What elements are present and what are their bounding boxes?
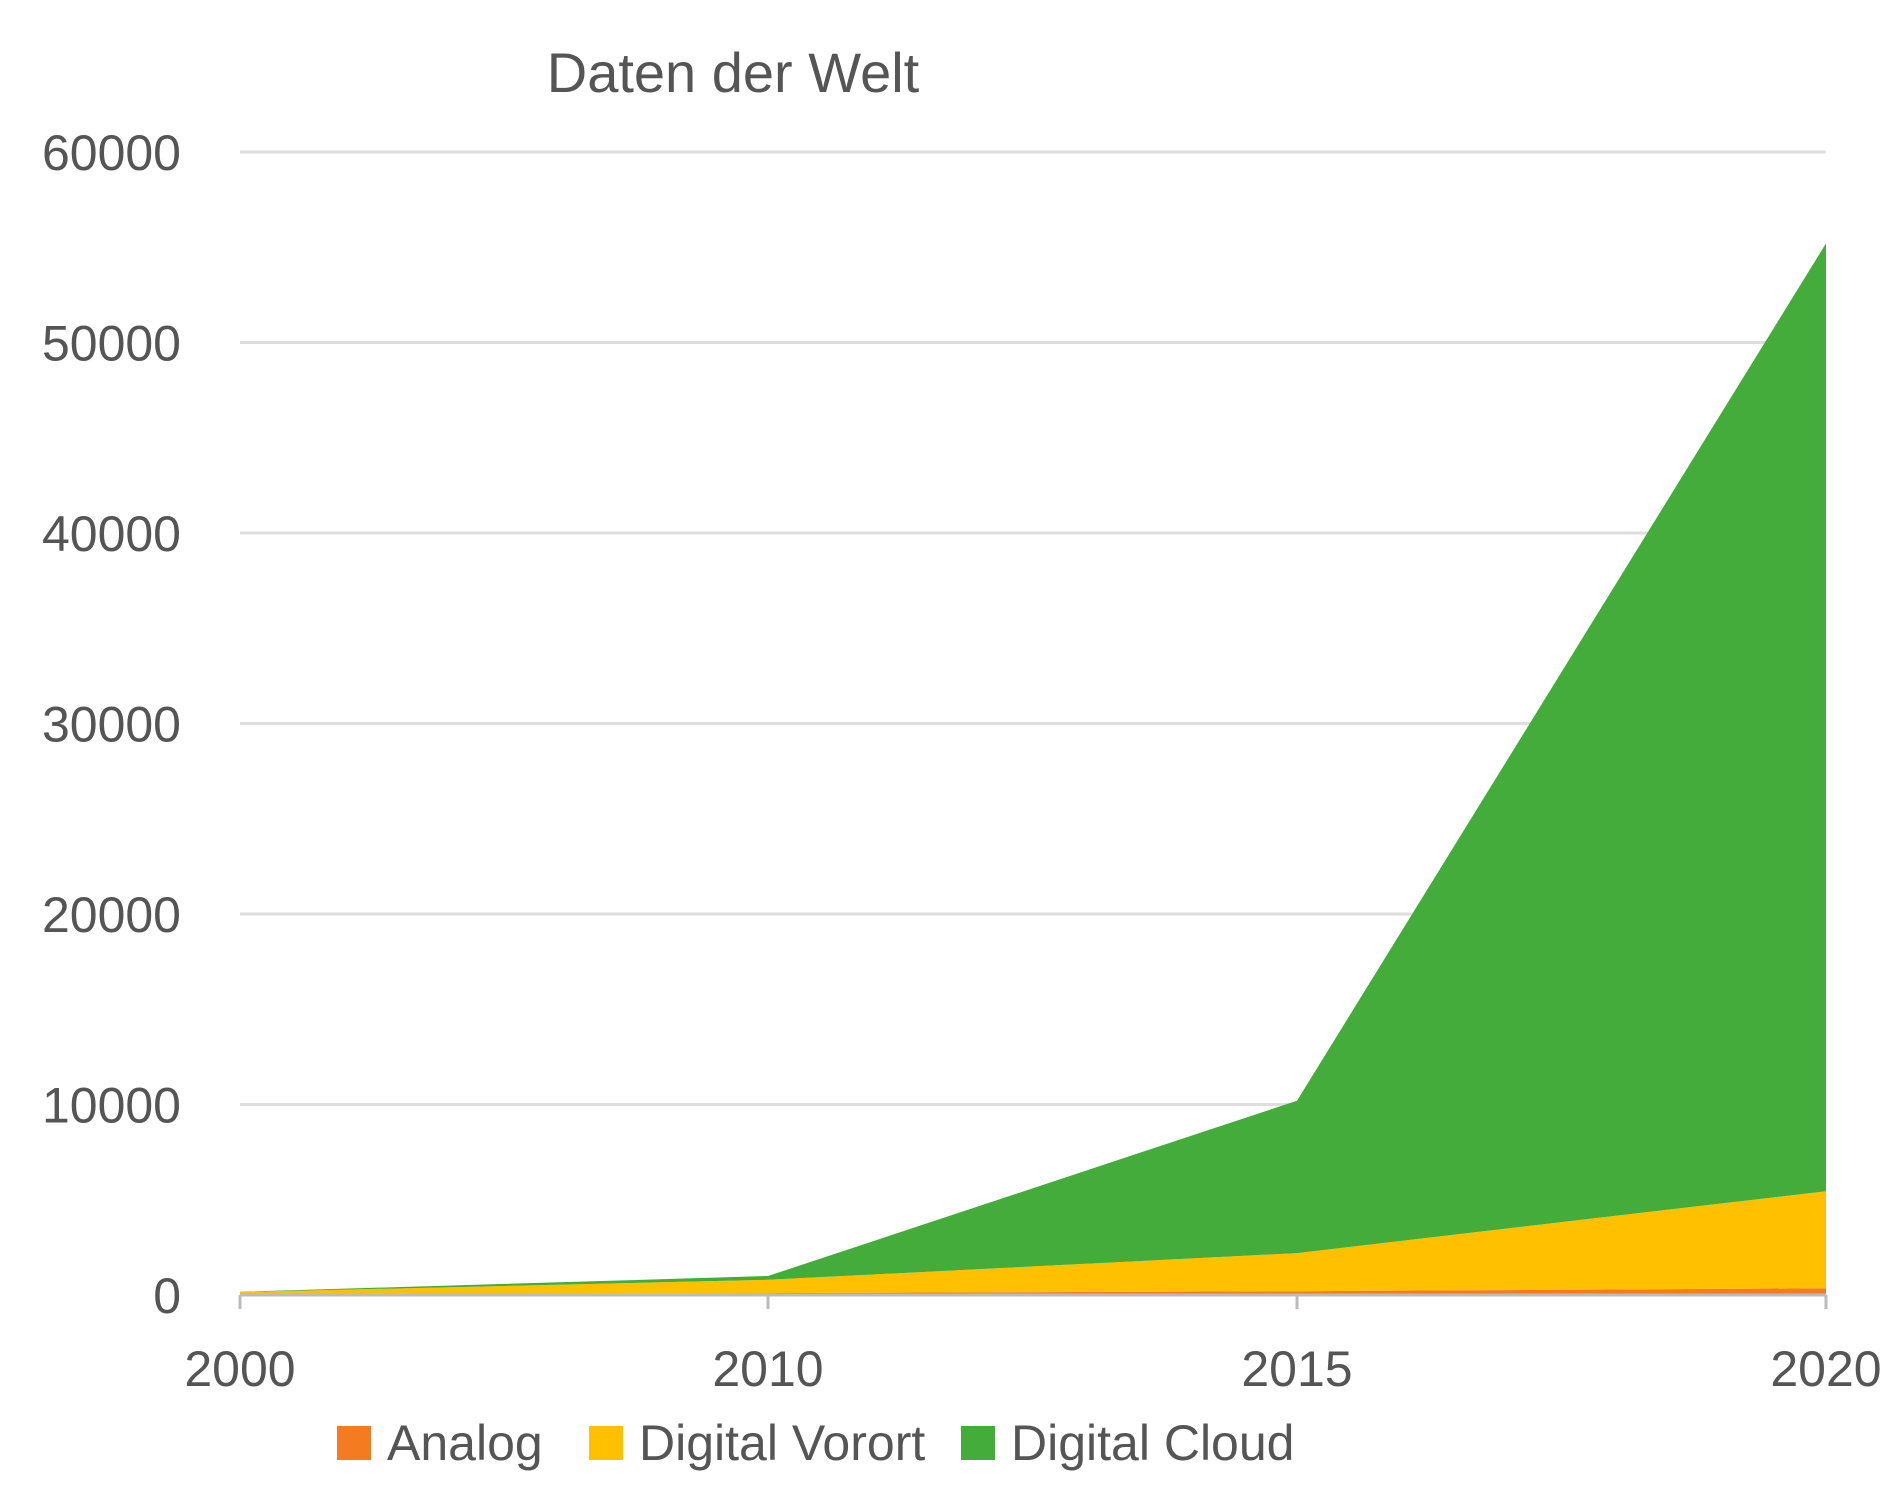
chart-title: Daten der Welt <box>547 41 920 104</box>
legend-label: Digital Vorort <box>639 1415 925 1471</box>
x-tick-label: 2000 <box>184 1341 295 1397</box>
legend-swatch <box>961 1426 995 1460</box>
series-area-analog <box>240 1288 1826 1295</box>
y-tick-label: 60000 <box>42 125 181 181</box>
series-area-digital-vorort <box>240 1191 1826 1294</box>
series-area-digital-cloud <box>240 243 1826 1293</box>
x-tick-label: 2015 <box>1241 1341 1352 1397</box>
legend-item: Digital Cloud <box>961 1415 1294 1471</box>
legend-label: Digital Cloud <box>1011 1415 1294 1471</box>
legend-swatch <box>337 1426 371 1460</box>
y-tick-label: 40000 <box>42 506 181 562</box>
y-tick-label: 50000 <box>42 316 181 372</box>
series-areas <box>240 243 1826 1295</box>
y-axis-ticks: 0 10000 20000 30000 40000 50000 60000 <box>42 125 181 1324</box>
x-tick-label: 2010 <box>712 1341 823 1397</box>
y-tick-label: 20000 <box>42 887 181 943</box>
y-tick-label: 30000 <box>42 697 181 753</box>
y-tick-label: 0 <box>153 1268 181 1324</box>
legend-swatch <box>589 1426 623 1460</box>
legend-label: Analog <box>387 1415 543 1471</box>
legend: Analog Digital Vorort Digital Cloud <box>337 1415 1294 1471</box>
x-tick-label: 2020 <box>1770 1341 1881 1397</box>
legend-item: Digital Vorort <box>589 1415 925 1471</box>
x-axis-ticks: 2000 2010 2015 2020 <box>184 1295 1882 1397</box>
y-tick-label: 10000 <box>42 1078 181 1134</box>
legend-item: Analog <box>337 1415 543 1471</box>
